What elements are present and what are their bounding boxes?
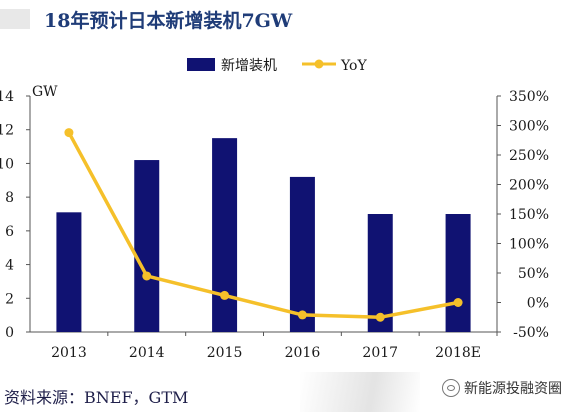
x-tick-label: 2014: [129, 345, 165, 361]
bar-series: [56, 138, 471, 332]
left-tick-label: 12: [0, 123, 14, 139]
bar: [367, 214, 393, 332]
right-tick-label: 0%: [527, 296, 549, 312]
right-tick-label: 100%: [509, 237, 549, 253]
source-note: 资料来源：BNEF，GTM: [4, 388, 189, 407]
left-tick-label: 10: [0, 156, 14, 172]
legend-marker: [314, 59, 324, 69]
right-tick-label: 200%: [509, 178, 549, 194]
legend: 新增装机 YoY: [187, 58, 367, 74]
yoy-point: [142, 271, 152, 281]
x-tick-label: 2015: [207, 345, 243, 361]
left-axis-unit: GW: [32, 84, 58, 100]
left-tick-label: 4: [5, 258, 14, 274]
chart-title: 18年预计日本新增装机7GW: [44, 10, 293, 32]
background-decoration: [300, 372, 420, 412]
legend-swatch-bar: [187, 58, 215, 71]
watermark: 新能源投融资圈: [442, 378, 562, 398]
bar: [445, 214, 471, 332]
wechat-icon: [442, 379, 460, 397]
yoy-line: [67, 131, 459, 319]
bar: [289, 176, 315, 332]
right-tick-label: 300%: [509, 119, 549, 135]
x-tick-label: 2017: [362, 345, 398, 361]
right-tick-label: 350%: [509, 89, 549, 105]
title-decoration: [0, 9, 30, 29]
left-tick-label: 6: [5, 224, 14, 240]
yoy-point: [375, 312, 385, 322]
bar: [212, 138, 238, 332]
yoy-point: [220, 290, 230, 300]
bar: [134, 160, 160, 332]
x-tick-label: 2016: [285, 345, 321, 361]
right-tick-label: -50%: [513, 325, 549, 341]
watermark-text: 新能源投融资圈: [464, 381, 562, 397]
right-tick-label: 50%: [518, 266, 549, 282]
tick-labels: 0 2 4 6 8 10 12 14 GW -50% 0% 50% 100% 150% 200% 250% 30…: [0, 84, 549, 361]
legend-label-line: YoY: [340, 58, 367, 74]
left-tick-label: 0: [5, 325, 14, 341]
bar: [56, 212, 82, 332]
left-tick-label: 14: [0, 89, 14, 105]
axes: [26, 95, 501, 336]
x-tick-label: 2013: [51, 345, 87, 361]
line-series: [64, 128, 463, 322]
left-tick-label: 2: [5, 291, 14, 307]
legend-label-bar: 新增装机: [221, 58, 277, 74]
yoy-point: [64, 128, 74, 138]
x-tick-label: 2018E: [435, 345, 481, 361]
right-tick-label: 150%: [509, 207, 549, 223]
yoy-point: [453, 298, 463, 307]
yoy-point: [297, 310, 307, 320]
left-tick-label: 8: [5, 190, 14, 206]
right-tick-label: 250%: [509, 148, 549, 164]
